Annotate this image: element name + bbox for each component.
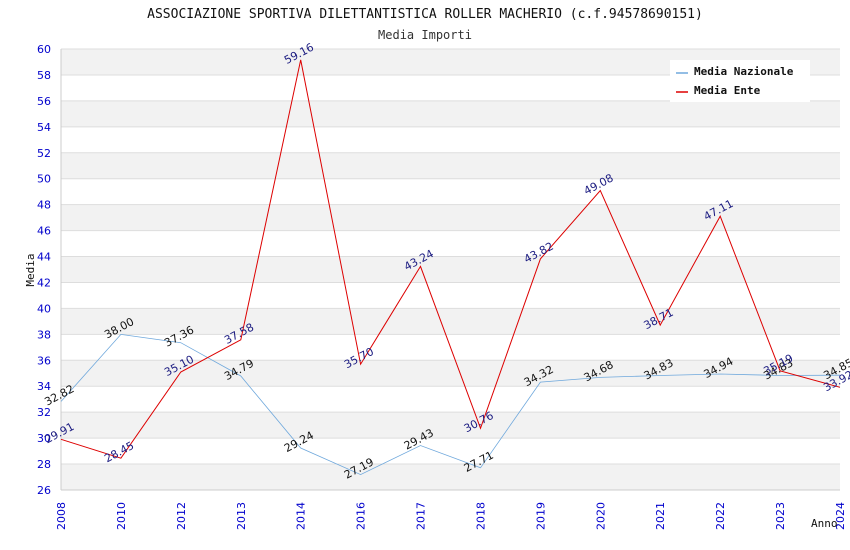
y-tick-label: 26: [37, 484, 51, 497]
axes: [60, 49, 840, 491]
y-tick-label: 38: [37, 328, 51, 341]
grid-band: [61, 256, 840, 283]
series-line: [60, 59, 841, 459]
grid-band: [61, 100, 840, 127]
x-tick-label: 2024: [834, 502, 847, 530]
x-tick-label: 2018: [474, 502, 487, 530]
legend-box: [670, 60, 810, 102]
grid-band: [61, 412, 840, 439]
y-tick-label: 48: [37, 199, 51, 212]
x-tick-label: 2014: [295, 502, 308, 530]
grid-band: [61, 360, 840, 387]
y-tick-label: 42: [37, 276, 51, 289]
x-tick-label: 2013: [235, 502, 248, 530]
grid-band: [61, 308, 840, 335]
x-tick-label: 2021: [654, 502, 667, 530]
grid-band: [61, 464, 840, 490]
grid-band: [61, 152, 840, 179]
y-axis-label: Media: [24, 253, 37, 286]
x-tick-label: 2008: [55, 502, 68, 530]
y-tick-label: 56: [37, 95, 51, 108]
grid-bands: [61, 49, 840, 490]
x-axis-label: Anno: [811, 517, 838, 530]
x-tick-label: 2010: [115, 502, 128, 530]
x-tick-label: 2023: [774, 502, 787, 530]
legend: Media Nazionale Media Ente: [670, 60, 810, 102]
y-tick-label: 44: [37, 251, 51, 264]
y-tick-label: 36: [37, 354, 51, 367]
chart-subtitle: Media Importi: [378, 28, 472, 42]
x-tick-label: 2020: [594, 502, 607, 530]
y-tick-label: 54: [37, 121, 51, 134]
series-media-nazionale: [60, 333, 841, 476]
grid-band: [61, 204, 840, 231]
y-tick-label: 30: [37, 432, 51, 445]
x-tick-label: 2017: [415, 502, 428, 530]
grid-lines: [61, 48, 840, 491]
x-tick-label: 2022: [714, 502, 727, 530]
y-tick-label: 58: [37, 69, 51, 82]
y-tick-label: 34: [37, 380, 51, 393]
y-tick-label: 28: [37, 458, 51, 471]
series-media-ente: [60, 59, 841, 459]
x-tick-label: 2019: [534, 502, 547, 530]
chart-title: ASSOCIAZIONE SPORTIVA DILETTANTISTICA RO…: [147, 7, 703, 22]
y-tick-labels: 26 28 30 32 34 36 38 40 42 44 46 48 50 52 54 56 58 60: [37, 43, 51, 497]
legend-label-media-ente: Media Ente: [694, 84, 761, 97]
y-tick-label: 50: [37, 173, 51, 186]
x-tick-label: 2012: [175, 502, 188, 530]
legend-label-media-nazionale: Media Nazionale: [694, 65, 794, 78]
y-tick-label: 40: [37, 302, 51, 315]
series-line: [60, 333, 841, 476]
y-tick-label: 52: [37, 147, 51, 160]
y-tick-label: 32: [37, 406, 51, 419]
y-tick-label: 46: [37, 225, 51, 238]
y-tick-label: 60: [37, 43, 51, 56]
x-tick-label: 2016: [355, 502, 368, 530]
x-tick-labels: 2008 2010 2012 2013 2014 2016 2017 2018 2019 2020…: [55, 502, 847, 530]
